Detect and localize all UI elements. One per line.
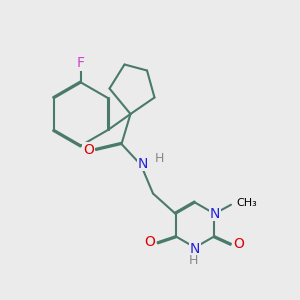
- Text: O: O: [145, 235, 155, 249]
- Text: N: N: [210, 207, 220, 221]
- Text: CH₃: CH₃: [236, 198, 257, 208]
- Text: H: H: [189, 254, 198, 268]
- Text: N: N: [190, 242, 200, 256]
- Text: O: O: [83, 143, 94, 157]
- Text: H: H: [154, 152, 164, 166]
- Text: N: N: [137, 157, 148, 170]
- Text: F: F: [77, 56, 85, 70]
- Text: O: O: [233, 237, 244, 251]
